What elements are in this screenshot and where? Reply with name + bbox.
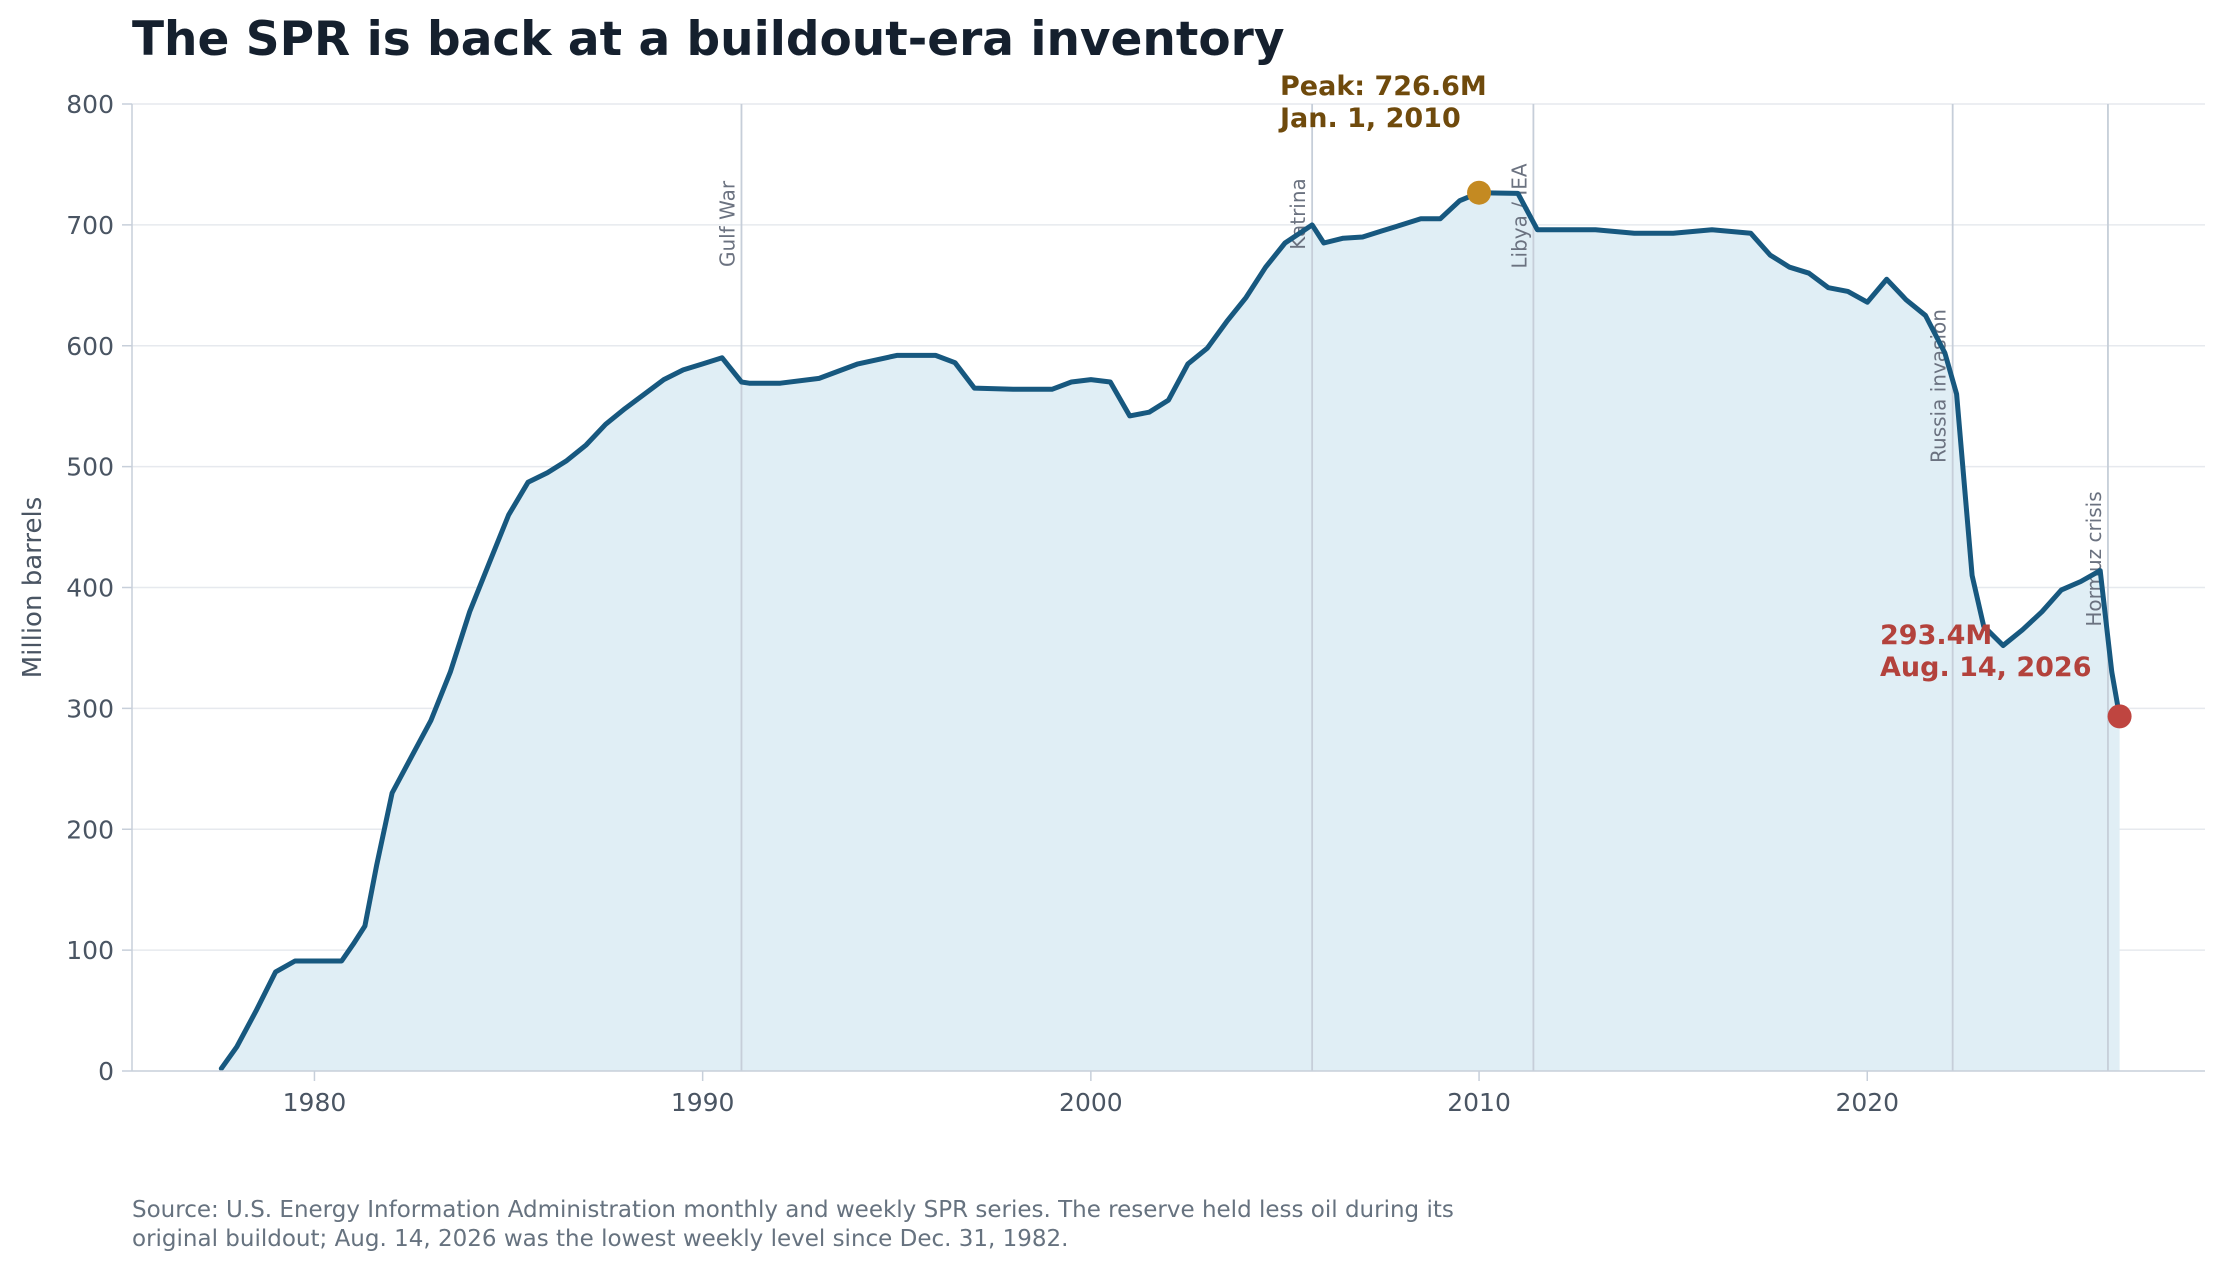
peak-date: Jan. 1, 2010 [1278,103,1461,134]
x-tick-label: 1980 [283,1088,347,1117]
y-tick-label: 400 [66,574,114,603]
latest-date: Aug. 14, 2026 [1880,652,2091,683]
y-tick-label: 0 [98,1057,114,1086]
source-line-2: original buildout; Aug. 14, 2026 was the… [132,1226,1069,1252]
latest-marker [2107,704,2132,729]
series-line [218,190,2123,1072]
y-tick-label: 800 [66,90,114,119]
source-line-1: Source: U.S. Energy Information Administ… [132,1197,1454,1223]
axes: 0 100 200 300 400 500 600 700 800 1980 1990 2000 201… [18,90,2205,1117]
event-label: Gulf War [715,180,739,267]
latest-label: 293.4M [1880,620,1992,651]
x-tick-label: 2010 [1447,1088,1511,1117]
y-axis-label: Million barrels [18,497,48,679]
y-tick-label: 300 [66,694,114,723]
chart-title: The SPR is back at a buildout-era invent… [132,12,1285,67]
x-tick-label: 1990 [671,1088,735,1117]
event-label: Russia invasion [1927,309,1951,463]
peak-marker [1467,180,1492,205]
y-tick-label: 100 [66,936,114,965]
peak-label: Peak: 726.6M [1280,71,1487,102]
y-tick-label: 700 [66,211,114,240]
x-tick-label: 2020 [1835,1088,1899,1117]
source-note: Source: U.S. Energy Information Administ… [132,1196,1732,1254]
y-tick-label: 500 [66,453,114,482]
y-tick-label: 600 [66,332,114,361]
x-tick-label: 2000 [1059,1088,1123,1117]
y-tick-label: 200 [66,815,114,844]
area-fill [221,192,2120,1071]
